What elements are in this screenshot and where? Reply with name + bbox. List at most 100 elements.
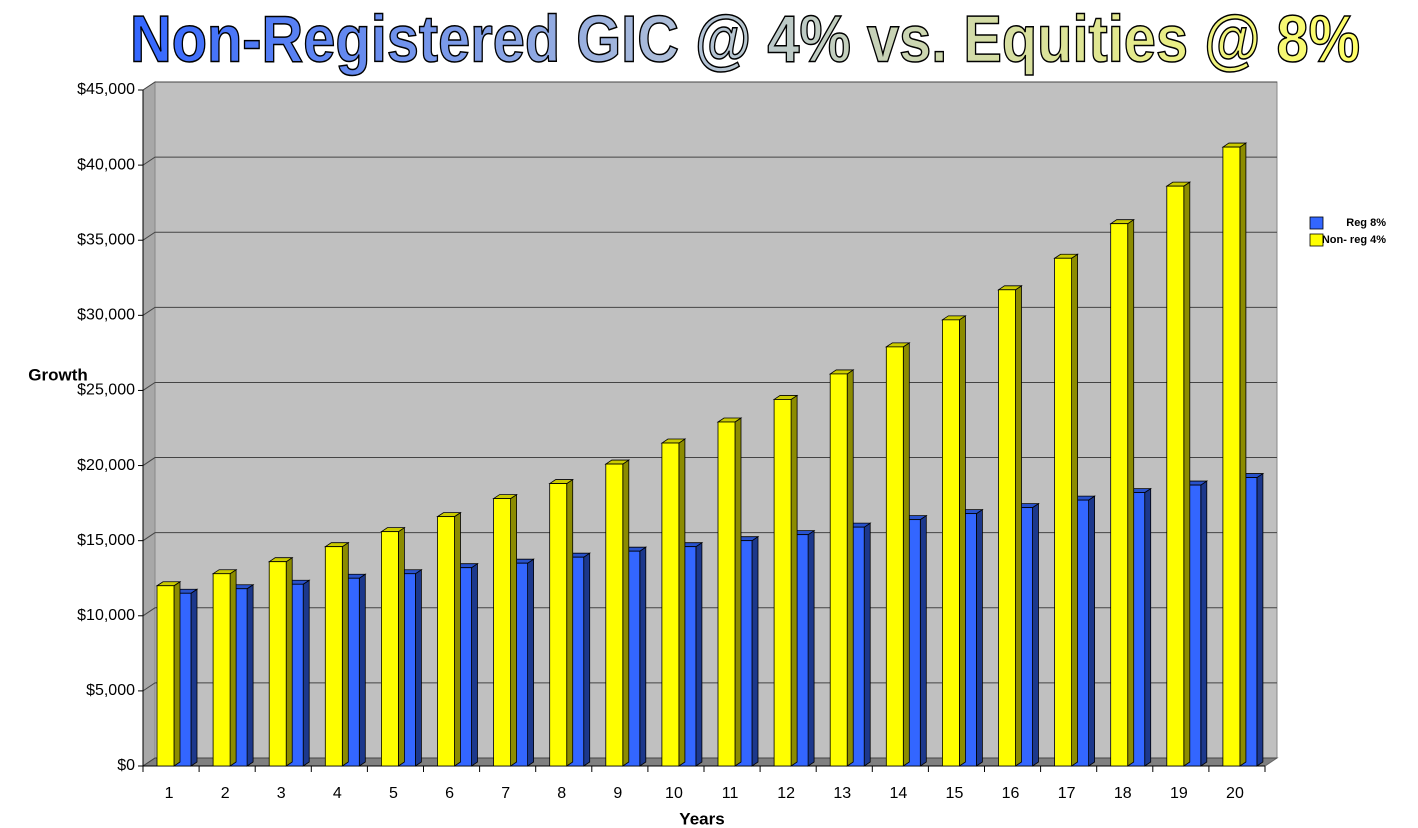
y-tick-label: $10,000: [77, 607, 135, 624]
bar: [212, 573, 231, 767]
y-tick-label: $20,000: [77, 457, 135, 474]
y-tick-label: $0: [117, 757, 135, 774]
bar: [268, 561, 287, 767]
bar: [1054, 257, 1072, 767]
x-axis-label: Years: [679, 809, 724, 828]
grid-line: [142, 81, 1277, 91]
bar: [773, 399, 792, 767]
bar-side: [622, 459, 630, 767]
bar-side: [1032, 502, 1039, 767]
y-tick-label: $30,000: [77, 307, 135, 324]
bar-side: [919, 514, 927, 767]
bar-side: [397, 526, 405, 767]
bar-side: [1127, 218, 1135, 767]
legend-swatch: [1309, 233, 1324, 247]
x-tick-label: 19: [1170, 785, 1188, 802]
floor: [141, 757, 1279, 767]
x-tick-label: 5: [389, 785, 398, 802]
bar-side: [1183, 181, 1191, 767]
bar: [156, 585, 175, 767]
bar-side: [902, 342, 910, 767]
bar-side: [846, 369, 854, 767]
legend-label: Reg 8%: [1346, 217, 1386, 229]
bar-side: [639, 546, 647, 767]
bar-side: [414, 568, 422, 767]
bar-side: [790, 394, 798, 767]
x-tick-label: 1: [165, 785, 174, 802]
y-tick-label: $15,000: [77, 532, 135, 549]
bar-side: [863, 522, 871, 767]
bar-side: [190, 588, 198, 767]
bar: [549, 483, 568, 767]
bar-side: [678, 438, 686, 767]
bar-side: [959, 315, 966, 767]
x-tick-label: 15: [946, 785, 964, 802]
bar: [1222, 146, 1241, 767]
bar: [942, 319, 960, 767]
bar-side: [583, 552, 591, 767]
bar-side: [1239, 142, 1247, 767]
x-tick-label: 14: [889, 785, 907, 802]
bar: [717, 421, 736, 767]
y-axis-label: Growth: [28, 365, 88, 384]
x-tick-label: 12: [777, 785, 795, 802]
chart-title: Non-Registered GIC @ 4% vs. Equities @ 8…: [130, 1, 1360, 75]
bar-side: [527, 558, 534, 767]
bar: [324, 546, 343, 767]
y-tick-label: $40,000: [77, 156, 135, 173]
bar: [437, 516, 455, 767]
bar-side: [751, 535, 759, 767]
bar-side: [302, 579, 310, 767]
x-tick-label: 9: [613, 785, 622, 802]
bar-side: [807, 529, 815, 767]
x-tick-label: 13: [833, 785, 851, 802]
x-tick-label: 8: [557, 785, 566, 802]
bar-side: [695, 541, 703, 767]
grid-line: [142, 306, 1277, 316]
y-tick-label: $35,000: [77, 231, 135, 248]
bar: [605, 463, 624, 767]
bar-side: [1015, 285, 1022, 767]
x-tick-label: 16: [1002, 785, 1020, 802]
side-wall: [142, 81, 156, 767]
x-tick-label: 6: [445, 785, 454, 802]
bar-side: [1200, 480, 1208, 767]
x-tick-label: 3: [277, 785, 286, 802]
y-tick-label: $45,000: [77, 81, 135, 98]
bar-side: [1144, 487, 1152, 767]
bar-side: [976, 508, 983, 767]
y-tick-label: $5,000: [86, 682, 135, 699]
bar-side: [566, 478, 574, 767]
bar: [1166, 185, 1185, 767]
bar-side: [246, 583, 254, 767]
grid-line: [142, 156, 1277, 166]
legend-label: Non- reg 4%: [1322, 234, 1386, 246]
bar-side: [454, 511, 461, 767]
bar: [380, 531, 399, 767]
bar-side: [358, 573, 366, 767]
bar: [829, 373, 848, 767]
x-tick-label: 11: [722, 785, 739, 802]
grid-line: [142, 231, 1277, 241]
bar: [998, 289, 1016, 767]
bar-side: [510, 493, 517, 767]
bar: [1110, 223, 1129, 767]
bar-side: [471, 562, 478, 767]
bar-side: [173, 580, 181, 767]
bar: [493, 498, 512, 767]
x-tick-label: 20: [1226, 785, 1244, 802]
x-tick-label: 18: [1114, 785, 1132, 802]
x-tick-label: 2: [221, 785, 230, 802]
x-tick-label: 17: [1058, 785, 1076, 802]
x-tick-label: 4: [333, 785, 342, 802]
bar: [661, 442, 680, 767]
x-tick-label: 7: [501, 785, 510, 802]
bar: [885, 346, 904, 767]
bar-side: [734, 417, 742, 767]
y-tick-label: $25,000: [77, 382, 135, 399]
bar-side: [1088, 495, 1095, 767]
bar-side: [285, 556, 293, 767]
bar-side: [1256, 472, 1264, 767]
x-tick-label: 10: [665, 785, 683, 802]
